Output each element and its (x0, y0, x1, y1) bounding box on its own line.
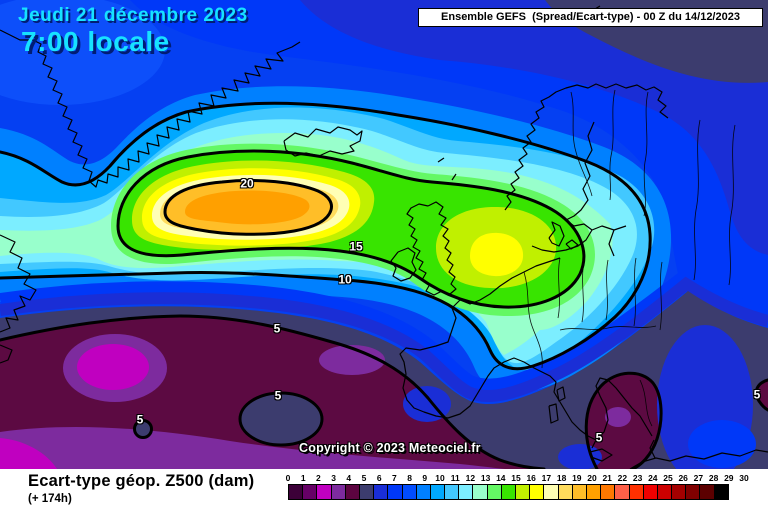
colorbar-tick: 25 (663, 473, 673, 483)
colorbar-segment (600, 484, 616, 500)
colorbar-tick: 18 (556, 473, 567, 483)
colorbar-tick: 27 (693, 473, 704, 483)
colorbar-ticks: 0 1 2 3 4 5 6 7 8 9 10 11 12 13 14 15 16 17 18 19 20 21 22 23 24… (285, 473, 763, 483)
colorbar-segment (656, 484, 673, 500)
map-local-time: 7:00 locale (21, 25, 170, 57)
colorbar-tick: 1 (300, 473, 306, 483)
contour-5-spot (133, 419, 153, 439)
contour-label: 10 (338, 272, 352, 287)
colorbar-segment (642, 484, 658, 500)
colorbar-tick: 5 (361, 473, 367, 483)
map-date: Jeudi 21 décembre 2023 (18, 5, 248, 26)
colorbar-segment (458, 484, 474, 500)
contour-5-island (238, 391, 324, 447)
colorbar-segment (429, 484, 446, 500)
colorbar-tick: 2 (316, 473, 321, 483)
colorbar-tick: 10 (435, 473, 445, 483)
colorbar-segment (557, 484, 573, 500)
colorbar-segment (486, 484, 502, 500)
colorbar-tick: 26 (678, 473, 688, 483)
colorbar-segment (373, 484, 389, 500)
colorbar: 0 1 2 3 4 5 6 7 8 9 10 11 12 13 14 15 16 17 18 19 20 21 22 23 24… (285, 473, 763, 500)
contour-label: 5 (136, 412, 144, 427)
colorbar-segment (344, 484, 360, 500)
colorbar-tick: 28 (708, 473, 719, 483)
contour-label: 15 (349, 239, 363, 254)
colorbar-tick: 7 (392, 473, 397, 483)
colorbar-segment (288, 484, 304, 500)
colorbar-segment (401, 484, 417, 500)
contour-5-right-edge (754, 378, 768, 412)
isoline-contours (0, 101, 768, 469)
colorbar-tick: 8 (407, 473, 412, 483)
colorbar-tick: 12 (465, 473, 476, 483)
colorbar-segment (614, 484, 630, 500)
contour-10 (0, 101, 652, 371)
contour-5-italy (584, 371, 663, 469)
colorbar-segment (444, 484, 460, 500)
contour-label: 5 (274, 388, 282, 403)
model-run-info: Ensemble GEFS (Spread/Ecart-type) - 00 Z… (418, 8, 763, 27)
legend-parameter: Ecart-type géop. Z500 (dam) (28, 472, 255, 490)
colorbar-segment (358, 484, 375, 500)
colorbar-segment (302, 484, 318, 500)
spread-map-svg (0, 0, 768, 469)
colorbar-tick: 29 (724, 473, 734, 483)
colorbar-segment (500, 484, 516, 500)
colorbar-tick: 30 (739, 473, 749, 483)
colorbar-segment (685, 484, 701, 500)
colorbar-segment (529, 484, 545, 500)
colorbar-segment (628, 484, 644, 500)
colorbar-tick: 22 (617, 473, 628, 483)
colorbar-tick: 14 (496, 473, 506, 483)
colorbar-segment (330, 484, 346, 500)
colorbar-segment (415, 484, 431, 500)
legend-text-block: Ecart-type géop. Z500 (dam) (+ 174h) (28, 472, 254, 505)
contour-5-main (0, 314, 546, 469)
colorbar-tick: 6 (376, 473, 382, 483)
colorbar-tick: 21 (602, 473, 612, 483)
colorbar-segment (515, 484, 531, 500)
colorbar-segments (288, 484, 763, 500)
contour-label: 5 (595, 430, 603, 445)
colorbar-tick: 15 (511, 473, 521, 483)
map-fill-regions (0, 0, 768, 469)
colorbar-tick: 23 (632, 473, 643, 483)
colorbar-segment (585, 484, 602, 500)
light-blue-patch (0, 0, 165, 105)
copyright-text: Copyright © 2023 Meteociel.fr (299, 441, 481, 455)
contour-label: 20 (240, 176, 254, 191)
colorbar-tick: 13 (480, 473, 491, 483)
colorbar-segment (543, 484, 559, 500)
colorbar-segment (472, 484, 488, 500)
colorbar-tick: 19 (572, 473, 582, 483)
contour-20 (163, 178, 333, 236)
colorbar-tick: 20 (587, 473, 597, 483)
legend-lead-time: (+ 174h) (28, 493, 72, 505)
colorbar-tick: 16 (526, 473, 536, 483)
contour-label: 5 (273, 321, 281, 336)
colorbar-tick: 9 (422, 473, 428, 483)
colorbar-segment (316, 484, 332, 500)
colorbar-segment (571, 484, 587, 500)
colorbar-tick: 4 (346, 473, 352, 483)
colorbar-segment (699, 484, 715, 500)
colorbar-segment (387, 484, 403, 500)
map-canvas: Jeudi 21 décembre 2023 7:00 locale Ensem… (0, 0, 768, 469)
colorbar-tick: 17 (541, 473, 552, 483)
contour-label: 5 (753, 387, 761, 402)
colorbar-tick: 0 (285, 473, 291, 483)
colorbar-tick: 3 (331, 473, 336, 483)
colorbar-segment (713, 484, 729, 500)
colorbar-tick: 11 (450, 473, 460, 483)
contour-15 (116, 149, 586, 309)
date-block: Jeudi 21 décembre 2023 7:00 locale (18, 5, 248, 57)
colorbar-tick: 24 (648, 473, 658, 483)
colorbar-segment (671, 484, 687, 500)
